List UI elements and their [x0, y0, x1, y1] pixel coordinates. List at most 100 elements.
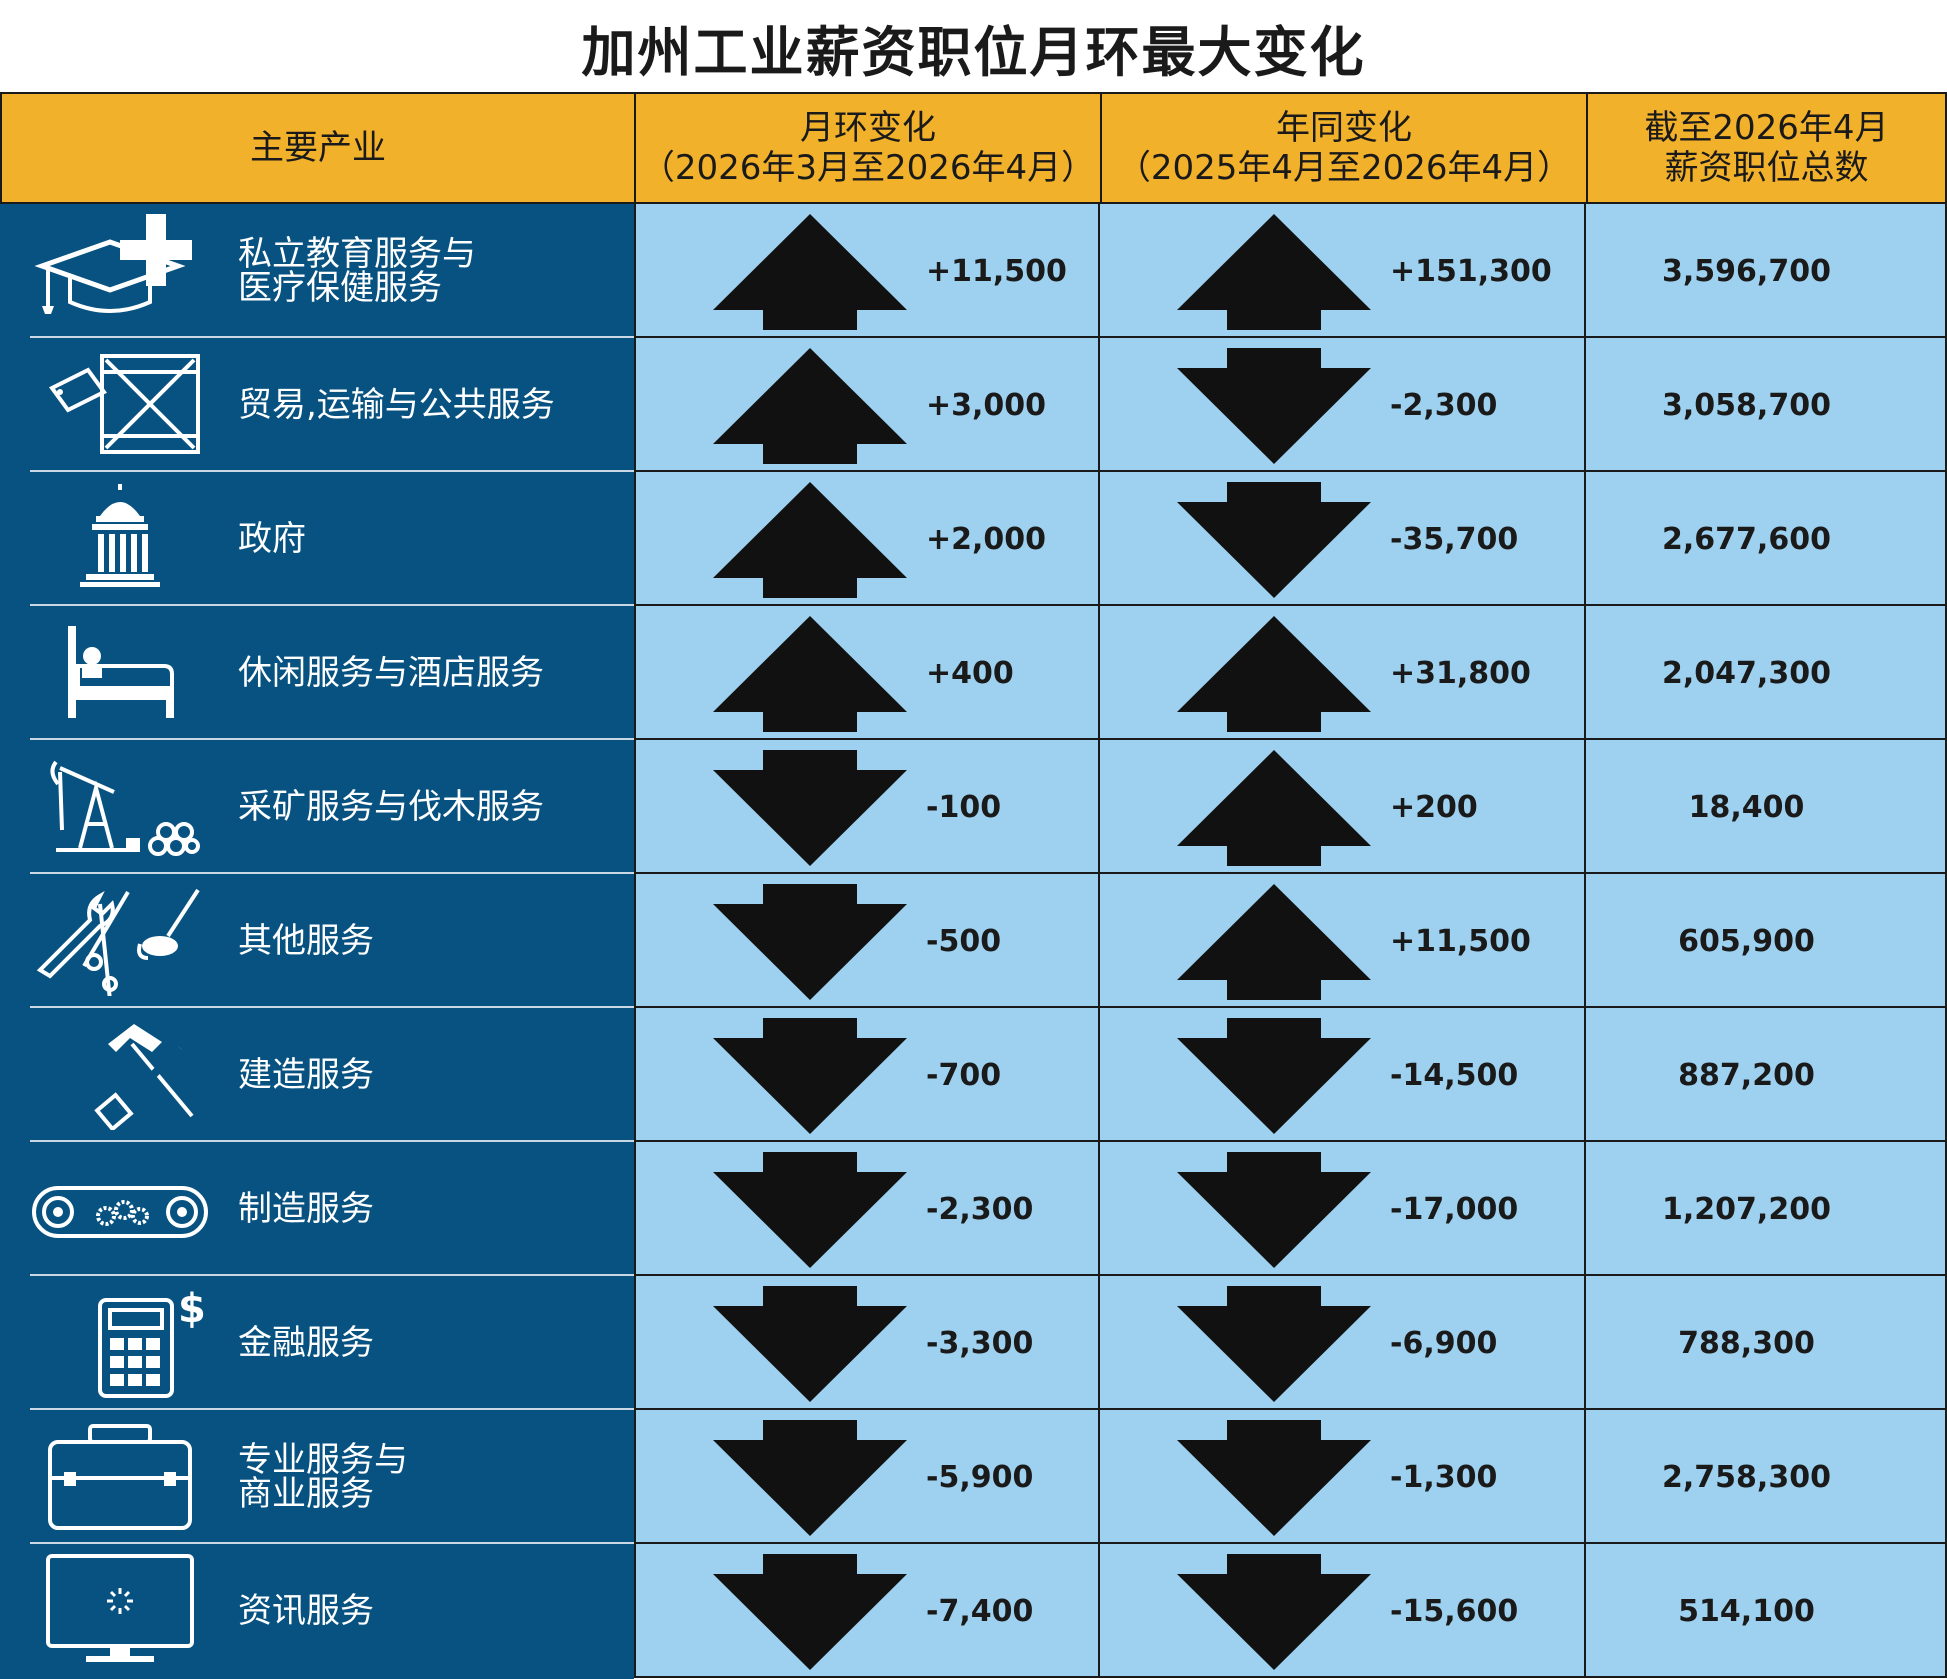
total-value: 2,758,300 [1662, 1459, 1831, 1495]
total-cell: 2,677,600 [1586, 472, 1947, 606]
arrow-up-icon [713, 482, 907, 598]
industry-cell: 贸易,运输与公共服务 [30, 338, 634, 472]
mom-cell: +11,500 [634, 204, 1100, 338]
arrow-down-icon [713, 884, 907, 1000]
mom-value: -5,900 [926, 1459, 1034, 1495]
table-row: 休闲服务与酒店服务 +400 +31,800 2,047,300 [0, 606, 1947, 740]
calculator-dollar-icon: $ [30, 1286, 210, 1398]
shipping-crate-icon [30, 348, 210, 460]
industry-name: 资讯服务 [238, 1544, 374, 1678]
arrow-up-icon [1177, 616, 1371, 732]
industry-label: 采矿服务与伐木服务 [238, 787, 544, 827]
jobs-table: 主要产业 月环变化 （2026年3月至2026年4月） 年同变化 （2025年4… [0, 92, 1947, 1679]
industry-label: 休闲服务与酒店服务 [238, 653, 544, 693]
industry-name: 制造服务 [238, 1142, 374, 1276]
total-cell: 3,596,700 [1586, 204, 1947, 338]
mom-value: -100 [926, 789, 1002, 825]
yoy-value: -6,900 [1390, 1325, 1498, 1361]
total-value: 2,047,300 [1662, 655, 1831, 691]
table-row: 专业服务与 商业服务 -5,900 -1,300 2,758,300 [0, 1410, 1947, 1544]
table-row: $ 金融服务 -3,300 -6,900 788,300 [0, 1276, 1947, 1410]
header-industry: 主要产业 [0, 92, 636, 204]
total-cell: 605,900 [1586, 874, 1947, 1008]
yoy-value: +151,300 [1390, 253, 1552, 289]
monitor-icon [30, 1554, 210, 1666]
arrow-down-icon [713, 1554, 907, 1670]
arrow-down-icon [1177, 1554, 1371, 1670]
header-yoy-line2: （2025年4月至2026年4月） [1116, 148, 1572, 188]
mom-cell: -7,400 [634, 1544, 1100, 1678]
yoy-cell: -14,500 [1100, 1008, 1586, 1142]
arrow-down-icon [1177, 1152, 1371, 1268]
arrow-down-icon [1177, 1018, 1371, 1134]
yoy-cell: +151,300 [1100, 204, 1586, 338]
total-value: 1,207,200 [1662, 1191, 1831, 1227]
table-row: 私立教育服务与 医疗保健服务 +11,500 +151,300 3,596,700 [0, 204, 1947, 338]
total-cell: 2,047,300 [1586, 606, 1947, 740]
industry-label-line1: 专业服务与 [238, 1440, 408, 1480]
total-cell: 1,207,200 [1586, 1142, 1947, 1276]
mom-cell: +2,000 [634, 472, 1100, 606]
header-total-line2: 薪资职位总数 [1664, 148, 1869, 188]
total-cell: 788,300 [1586, 1276, 1947, 1410]
industry-name: 私立教育服务与 医疗保健服务 [238, 204, 476, 338]
table-row: 采矿服务与伐木服务 -100 +200 18,400 [0, 740, 1947, 874]
industry-cell: 政府 [30, 472, 634, 606]
industry-cell: 采矿服务与伐木服务 [30, 740, 634, 874]
table-row: 制造服务 -2,300 -17,000 1,207,200 [0, 1142, 1947, 1276]
table-row: 资讯服务 -7,400 -15,600 514,100 [0, 1544, 1947, 1678]
arrow-down-icon [713, 750, 907, 866]
industry-label-line2: 医疗保健服务 [238, 268, 442, 308]
industry-name: 专业服务与 商业服务 [238, 1410, 408, 1544]
header-mom: 月环变化 （2026年3月至2026年4月） [634, 92, 1102, 204]
yoy-cell: -17,000 [1100, 1142, 1586, 1276]
arrow-down-icon [1177, 1286, 1371, 1402]
industry-label: 资讯服务 [238, 1591, 374, 1631]
total-cell: 514,100 [1586, 1544, 1947, 1678]
arrow-down-icon [713, 1152, 907, 1268]
industry-cell: $ 金融服务 [30, 1276, 634, 1410]
yoy-value: -15,600 [1390, 1593, 1519, 1629]
arrow-up-icon [1177, 750, 1371, 866]
mom-value: -700 [926, 1057, 1002, 1093]
yoy-cell: -6,900 [1100, 1276, 1586, 1410]
arrow-down-icon [713, 1420, 907, 1536]
yoy-cell: +31,800 [1100, 606, 1586, 740]
header-yoy: 年同变化 （2025年4月至2026年4月） [1100, 92, 1588, 204]
table-row: 政府 +2,000 -35,700 2,677,600 [0, 472, 1947, 606]
total-cell: 3,058,700 [1586, 338, 1947, 472]
yoy-cell: -15,600 [1100, 1544, 1586, 1678]
table-row: 建造服务 -700 -14,500 887,200 [0, 1008, 1947, 1142]
total-value: 3,058,700 [1662, 387, 1831, 423]
mom-value: +400 [926, 655, 1014, 691]
mom-cell: -700 [634, 1008, 1100, 1142]
table-row: 贸易,运输与公共服务 +3,000 -2,300 3,058,700 [0, 338, 1947, 472]
industry-cell: 休闲服务与酒店服务 [30, 606, 634, 740]
toolbox-icon [30, 1420, 210, 1532]
total-value: 514,100 [1678, 1593, 1815, 1629]
svg-text:$: $ [178, 1286, 206, 1332]
total-cell: 18,400 [1586, 740, 1947, 874]
arrow-up-icon [1177, 884, 1371, 1000]
mom-cell: -2,300 [634, 1142, 1100, 1276]
total-cell: 2,758,300 [1586, 1410, 1947, 1544]
bed-icon [30, 616, 210, 728]
yoy-cell: -2,300 [1100, 338, 1586, 472]
industry-label-line2: 商业服务 [238, 1474, 374, 1514]
yoy-value: -17,000 [1390, 1191, 1519, 1227]
yoy-value: +200 [1390, 789, 1478, 825]
mom-cell: -100 [634, 740, 1100, 874]
page-title: 加州工业薪资职位月环最大变化 [581, 21, 1366, 84]
total-value: 2,677,600 [1662, 521, 1831, 557]
industry-label: 制造服务 [238, 1189, 374, 1229]
industry-cell: 私立教育服务与 医疗保健服务 [30, 204, 634, 338]
tools-icon [30, 884, 210, 1001]
yoy-value: +11,500 [1390, 923, 1531, 959]
mom-cell: +3,000 [634, 338, 1100, 472]
industry-label: 建造服务 [238, 1055, 374, 1095]
yoy-cell: +11,500 [1100, 874, 1586, 1008]
arrow-down-icon [1177, 348, 1371, 464]
industry-cell: 建造服务 [30, 1008, 634, 1142]
mom-cell: -5,900 [634, 1410, 1100, 1544]
total-value: 18,400 [1688, 789, 1805, 825]
